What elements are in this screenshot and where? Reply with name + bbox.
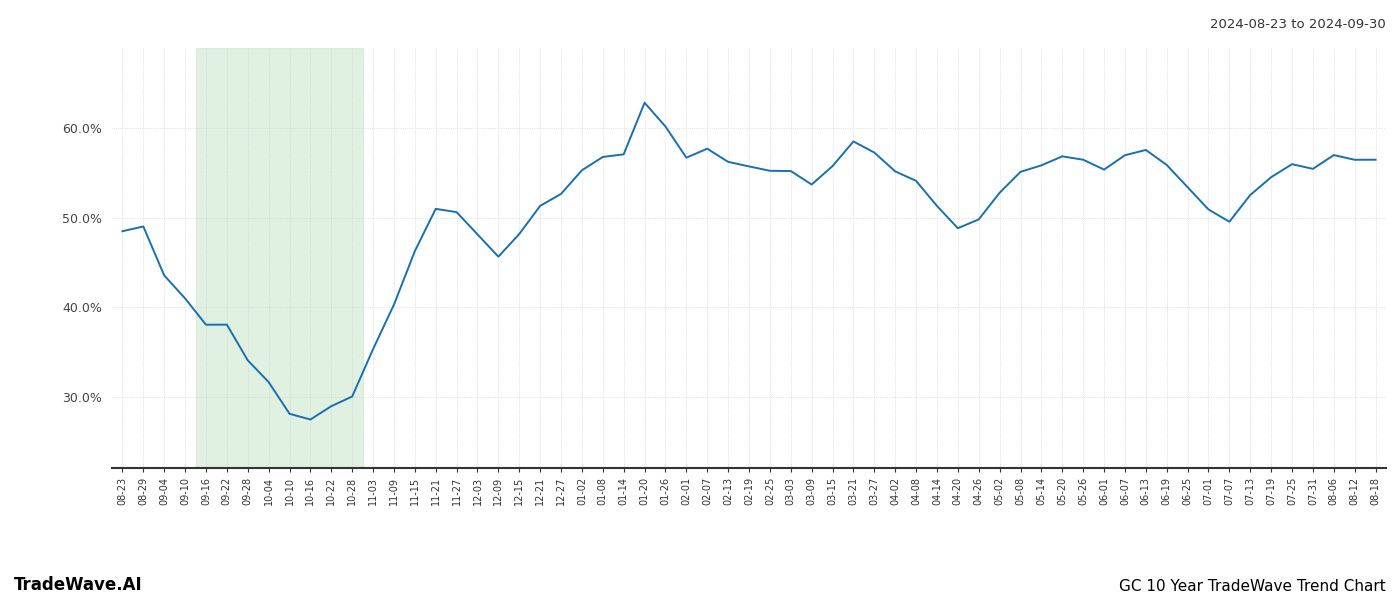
Bar: [196, 48, 363, 468]
Text: 2024-08-23 to 2024-09-30: 2024-08-23 to 2024-09-30: [1210, 18, 1386, 31]
Text: GC 10 Year TradeWave Trend Chart: GC 10 Year TradeWave Trend Chart: [1119, 579, 1386, 594]
Text: TradeWave.AI: TradeWave.AI: [14, 576, 143, 594]
